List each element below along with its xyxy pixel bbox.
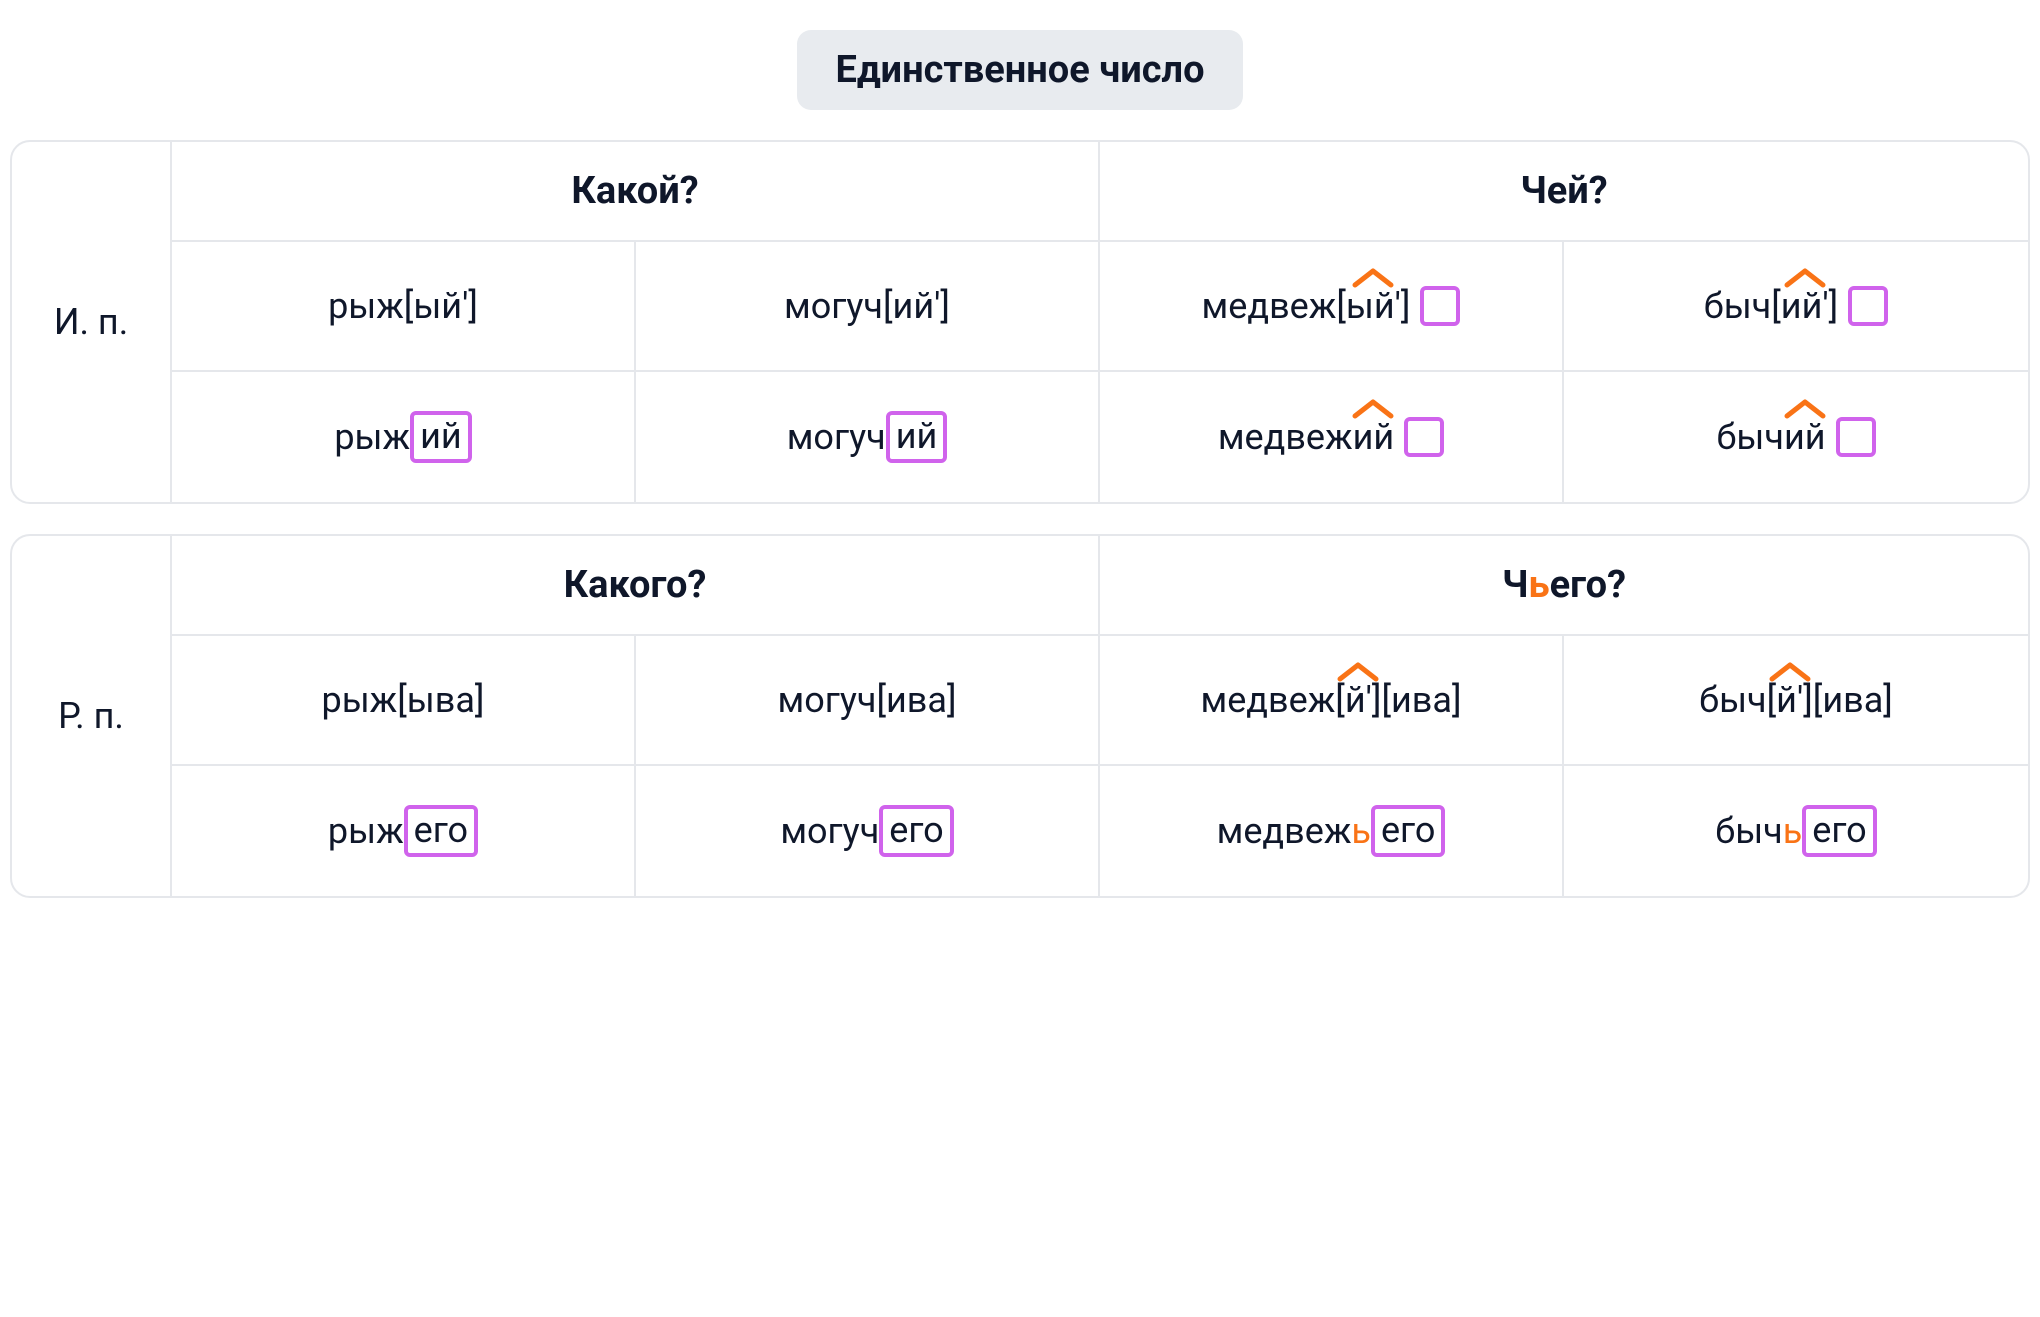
zero-ending-box [1836, 417, 1876, 457]
table-title: Единственное число [797, 30, 1242, 110]
word-cell: медвежий [1100, 372, 1564, 502]
case-block: И. п.Какой?Чей? рыж[ый'] могуч[ий'] медвеж[… [10, 140, 2030, 504]
word: медвежий [1218, 416, 1444, 458]
word: могуч[ива] [778, 679, 957, 721]
word: рыжего [328, 805, 478, 856]
ending-box: его [1371, 805, 1445, 856]
word: медвеж[й'][ива] [1201, 679, 1462, 721]
word: быч[й'][ива] [1699, 679, 1893, 721]
caret-icon [1351, 396, 1395, 420]
word-cell: могучий [636, 372, 1100, 502]
case-block: Р. п.Какого?Чьего? рыж[ыва] могуч[ива] медв… [10, 534, 2030, 898]
caret-icon [1351, 265, 1395, 289]
word: медвежьего [1217, 805, 1446, 856]
case-label: И. п. [12, 142, 172, 502]
word-cell: бычьего [1564, 766, 2028, 896]
word-cell: медвеж[й'][ива] [1100, 636, 1564, 766]
ending-box: его [1802, 805, 1876, 856]
question-header: Чей? [1100, 142, 2028, 242]
zero-ending-box [1848, 286, 1888, 326]
word-cell: медвеж[ый'] [1100, 242, 1564, 372]
word-cell: медвежьего [1100, 766, 1564, 896]
ending-box: его [404, 805, 478, 856]
word: могучий [787, 411, 948, 462]
caret-icon [1783, 396, 1827, 420]
word-cell: быч[й'][ива] [1564, 636, 2028, 766]
ending-box: ий [410, 411, 472, 462]
soft-sign: ь [1783, 810, 1803, 852]
caret-icon [1336, 659, 1380, 683]
word-cell: могуч[ий'] [636, 242, 1100, 372]
word-cell: могучего [636, 766, 1100, 896]
word: рыжий [334, 411, 471, 462]
word-cell: бычий [1564, 372, 2028, 502]
word-cell: рыж[ыва] [172, 636, 636, 766]
soft-sign: ь [1351, 810, 1371, 852]
word: медвеж[ый'] [1202, 285, 1461, 327]
word: рыж[ый'] [328, 285, 478, 327]
question-header: Какого? [172, 536, 1100, 636]
word: быч[ий'] [1704, 285, 1888, 327]
case-label: Р. п. [12, 536, 172, 896]
ending-box: ий [886, 411, 948, 462]
word-cell: рыжего [172, 766, 636, 896]
zero-ending-box [1420, 286, 1460, 326]
grammar-table-container: Единственное число И. п.Какой?Чей? рыж[ый… [0, 0, 2040, 958]
ending-box: его [879, 805, 953, 856]
word: рыж[ыва] [322, 679, 485, 721]
word: могучего [780, 805, 953, 856]
word-cell: рыж[ый'] [172, 242, 636, 372]
question-header: Чьего? [1100, 536, 2028, 636]
word-cell: могуч[ива] [636, 636, 1100, 766]
zero-ending-box [1404, 417, 1444, 457]
caret-icon [1768, 659, 1812, 683]
word-cell: быч[ий'] [1564, 242, 2028, 372]
caret-icon [1783, 265, 1827, 289]
word: могуч[ий'] [784, 285, 950, 327]
word: бычий [1716, 416, 1875, 458]
word-cell: рыжий [172, 372, 636, 502]
question-header: Какой? [172, 142, 1100, 242]
word: бычьего [1715, 805, 1876, 856]
